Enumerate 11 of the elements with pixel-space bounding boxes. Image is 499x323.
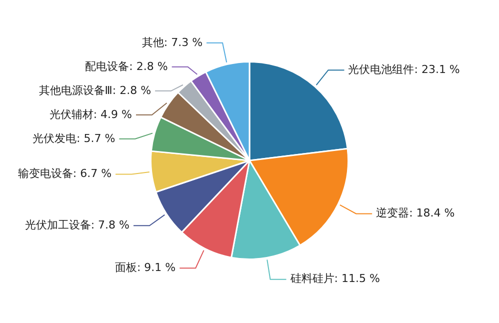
slice-label: 硅料硅片: 11.5 % — [289, 272, 380, 286]
slice-label: 其他: 7.3 % — [142, 36, 203, 49]
slice-label: 光伏辅材: 4.9 % — [49, 108, 132, 121]
slice-label: 面板: 9.1 % — [114, 260, 176, 274]
slice-label: 光伏电池组件: 23.1 % — [348, 62, 460, 76]
slice-label: 光伏发电: 5.7 % — [32, 132, 116, 145]
slice-label: 其他电源设备Ⅲ: 2.8 % — [38, 84, 152, 97]
slice-label: 配电设备: 2.8 % — [85, 60, 168, 73]
slice-label: 输变电设备: 6.7 % — [18, 167, 112, 180]
slice-label: 逆变器: 18.4 % — [376, 206, 455, 220]
slice-label: 光伏加工设备: 7.8 % — [24, 218, 130, 232]
